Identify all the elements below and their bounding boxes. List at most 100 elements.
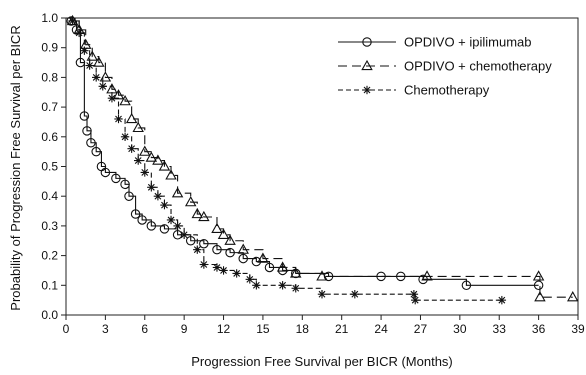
series-1-point xyxy=(71,25,82,35)
series-2-point xyxy=(139,145,151,156)
series-2-point xyxy=(132,121,144,133)
series-2-point xyxy=(93,56,105,67)
series-1-point xyxy=(111,173,121,184)
series-1-point xyxy=(185,236,196,246)
series-2-point xyxy=(119,95,131,106)
x-tick-label: 3 xyxy=(102,322,109,336)
legend-label-2: OPDIVO + chemotherapy xyxy=(404,59,552,74)
legend-label-3: Chemotherapy xyxy=(404,83,490,98)
series-1-point xyxy=(124,191,134,201)
series-2-point xyxy=(211,222,223,234)
series-1-point xyxy=(146,221,157,231)
y-tick-label: 0.9 xyxy=(41,41,58,55)
series-2-point xyxy=(184,196,197,207)
series-3-point xyxy=(232,269,241,278)
series-2-point xyxy=(112,89,125,100)
series-1-point xyxy=(79,111,90,121)
series-1-point xyxy=(533,280,544,291)
x-tick-label: 27 xyxy=(414,322,428,336)
y-tick-label: 0.3 xyxy=(41,219,58,233)
series-3-point xyxy=(166,215,176,225)
series-2-point xyxy=(125,112,138,124)
series-3-point xyxy=(212,263,222,272)
series-2-point xyxy=(224,234,236,245)
series-3-point xyxy=(411,295,420,305)
series-3-point xyxy=(91,73,101,82)
series-2-point xyxy=(191,207,204,219)
x-tick-label: 33 xyxy=(493,322,507,336)
series-2-point xyxy=(165,169,177,180)
x-tick-label: 36 xyxy=(532,322,546,336)
legend-label-1: OPDIVO + ipilimumab xyxy=(404,35,532,50)
series-1-point xyxy=(212,244,222,255)
series-3-point xyxy=(153,192,163,201)
series-1-point xyxy=(100,167,111,178)
y-tick-label: 0.4 xyxy=(41,189,58,203)
series-3-point xyxy=(193,245,202,254)
x-tick-label: 12 xyxy=(217,322,231,336)
legend-marker-3 xyxy=(362,85,372,95)
series-3-point xyxy=(317,290,327,299)
series-1-point xyxy=(130,209,141,219)
series-2-point xyxy=(237,243,249,254)
series-2-point xyxy=(534,291,546,302)
series-3-point xyxy=(120,132,130,141)
y-axis-title: Probability of Progression Free Survival… xyxy=(8,25,23,310)
series-3-point xyxy=(291,284,300,293)
series-3-point xyxy=(74,28,84,38)
series-3-point xyxy=(147,183,156,192)
x-axis-title: Progression Free Survival per BICR (Mont… xyxy=(191,354,453,369)
series-2-point xyxy=(532,270,545,281)
series-3-point xyxy=(219,266,228,275)
x-tick-label: 21 xyxy=(335,322,349,336)
series-1-point xyxy=(159,224,170,234)
series-1-point xyxy=(461,280,472,291)
series-2-point xyxy=(145,151,158,162)
series-3-point xyxy=(68,16,77,26)
series-2-point xyxy=(217,228,230,239)
y-tick-label: 0.8 xyxy=(41,70,58,84)
series-3-point xyxy=(409,290,419,299)
y-tick-label: 0.1 xyxy=(41,278,58,292)
series-2-point xyxy=(567,291,579,302)
legend-marker-2 xyxy=(361,59,373,71)
legend: OPDIVO + ipilimumab OPDIVO + chemotherapy… xyxy=(338,35,552,98)
series-3-point xyxy=(134,156,143,165)
x-tick-label: 9 xyxy=(181,322,188,336)
series-3-point xyxy=(179,230,189,240)
series-2-point xyxy=(198,210,210,222)
series-3-point xyxy=(98,82,107,91)
series-1-point xyxy=(251,256,262,267)
series-line-2 xyxy=(66,17,573,298)
series-1-point xyxy=(75,57,86,68)
x-tick-label: 15 xyxy=(256,322,270,336)
series-2-point xyxy=(158,160,171,171)
series-3-point xyxy=(350,290,360,299)
series-2-point xyxy=(276,261,289,272)
series-3-point xyxy=(252,281,261,290)
y-tick-label: 0.0 xyxy=(41,308,58,322)
series-2-point xyxy=(152,154,164,165)
y-tick-label: 0.5 xyxy=(41,160,58,174)
series-3-point xyxy=(199,260,209,269)
series-3-point xyxy=(107,93,117,103)
series-2-point xyxy=(79,38,92,49)
series-line-1 xyxy=(66,17,539,286)
series-1-point xyxy=(86,137,96,148)
series-3-point xyxy=(85,61,94,70)
y-tick-label: 0.7 xyxy=(41,100,58,114)
x-tick-label: 0 xyxy=(63,322,70,336)
y-tick-label: 0.6 xyxy=(41,130,58,144)
series-1-point xyxy=(137,215,147,225)
series-1-point xyxy=(225,247,235,258)
series-3-point xyxy=(245,275,254,284)
series-3-point xyxy=(160,200,169,210)
plot-area: 0 3 6 9 12 15 18 21 24 27 30 33 36 390.00.10.20.30.40… xyxy=(41,11,585,336)
series-3-point xyxy=(497,295,507,305)
series-1-point xyxy=(91,146,101,157)
y-tick-label: 1.0 xyxy=(41,11,58,25)
series-1-point xyxy=(199,238,209,249)
series-2-point xyxy=(421,270,433,281)
series-3-point xyxy=(80,46,89,55)
